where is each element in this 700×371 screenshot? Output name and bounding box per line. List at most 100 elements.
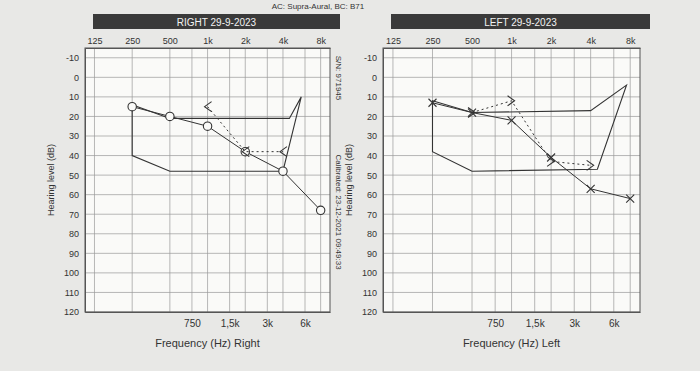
speech-area bbox=[432, 85, 626, 171]
grid-line bbox=[320, 48, 321, 312]
tick-label: 500 bbox=[163, 36, 178, 46]
tick-label: 250 bbox=[125, 36, 140, 46]
tick: 100 bbox=[362, 268, 383, 278]
tick: 50 bbox=[367, 170, 383, 180]
grid-line bbox=[305, 48, 306, 312]
tick: 3k bbox=[263, 312, 275, 329]
marker bbox=[166, 112, 174, 120]
tick-label: 0 bbox=[74, 73, 79, 83]
tick: 750 bbox=[184, 312, 201, 329]
tick-label: 3k bbox=[569, 318, 581, 329]
tick-label: 70 bbox=[367, 210, 377, 220]
grid-line bbox=[613, 48, 614, 312]
tick: 6k bbox=[609, 312, 621, 329]
marker bbox=[205, 102, 212, 112]
tick: 4k bbox=[279, 36, 289, 48]
tick: 2k bbox=[547, 36, 557, 48]
tick-label: 80 bbox=[367, 229, 377, 239]
tick: 30 bbox=[69, 131, 85, 141]
grid-line bbox=[574, 48, 575, 312]
tick-label: 6k bbox=[609, 318, 621, 329]
tick: 0 bbox=[74, 73, 85, 83]
tick-label: 2k bbox=[547, 36, 557, 46]
tick: 6k bbox=[300, 312, 312, 329]
tick-label: 100 bbox=[64, 268, 79, 278]
series-line bbox=[132, 107, 320, 211]
tick: 750 bbox=[487, 312, 504, 329]
tick: 110 bbox=[65, 288, 85, 298]
grid-line bbox=[383, 214, 640, 215]
chart-root: AC: Supra-Aural, BC: B71S/N: 971945Calib… bbox=[0, 0, 700, 371]
tick-label: 4k bbox=[586, 36, 596, 46]
tick: 120 bbox=[362, 307, 383, 317]
grid-line bbox=[383, 116, 640, 117]
grid-line bbox=[495, 48, 496, 312]
grid-line bbox=[85, 214, 330, 215]
plot-background bbox=[85, 48, 330, 312]
tick-label: 1,5k bbox=[526, 318, 546, 329]
marker bbox=[280, 147, 287, 157]
tick: 125 bbox=[386, 36, 401, 48]
grid-line bbox=[432, 48, 433, 312]
tick-label: 6k bbox=[300, 318, 312, 329]
tick-label: 750 bbox=[487, 318, 504, 329]
grid-line bbox=[132, 48, 133, 312]
grid-line bbox=[85, 175, 330, 176]
grid-line bbox=[207, 48, 208, 312]
tick-label: 60 bbox=[69, 190, 79, 200]
tick: 70 bbox=[69, 210, 85, 220]
marker bbox=[468, 109, 476, 117]
tick-label: 90 bbox=[367, 249, 377, 259]
grid-line bbox=[392, 48, 393, 312]
grid-line bbox=[85, 155, 330, 156]
tick: 8k bbox=[626, 36, 636, 48]
tick: 10 bbox=[367, 92, 383, 102]
tick: 80 bbox=[367, 229, 383, 239]
axis-line bbox=[384, 312, 641, 313]
axis-line bbox=[86, 48, 331, 49]
grid-line bbox=[383, 175, 640, 176]
header-note: AC: Supra-Aural, BC: B71 bbox=[272, 2, 365, 11]
background bbox=[0, 0, 700, 371]
chart-title: RIGHT 29-9-2023 bbox=[177, 17, 257, 28]
plot-frame bbox=[85, 48, 330, 312]
grid bbox=[383, 48, 640, 312]
tick: 250 bbox=[425, 36, 440, 48]
grid-line bbox=[383, 194, 640, 195]
speech-area bbox=[132, 97, 301, 171]
tick-label: 120 bbox=[362, 307, 377, 317]
grid-line bbox=[267, 48, 268, 312]
axis-y: -100102030405060708090100110120 bbox=[362, 49, 384, 318]
marker bbox=[626, 195, 634, 203]
axis-line bbox=[383, 49, 384, 313]
chart-panel: LEFT 29-9-20231252505001k2k4k8k7501,5k3k… bbox=[344, 14, 650, 349]
grid-line bbox=[383, 253, 640, 254]
marker bbox=[428, 99, 436, 107]
tick-label: 750 bbox=[184, 318, 201, 329]
grid-line bbox=[191, 48, 192, 312]
tick: 20 bbox=[69, 112, 85, 122]
tick: 500 bbox=[163, 36, 178, 48]
marker bbox=[587, 160, 594, 170]
tick-label: 50 bbox=[367, 170, 377, 180]
side-note: S/N: 971945 bbox=[334, 56, 343, 101]
tick: 40 bbox=[69, 151, 85, 161]
series-line bbox=[472, 101, 591, 166]
tick: 90 bbox=[69, 249, 85, 259]
grid-line bbox=[511, 48, 512, 312]
grid-line bbox=[383, 272, 640, 273]
grid-line bbox=[85, 116, 330, 117]
tick: 250 bbox=[125, 36, 140, 48]
chart-title: LEFT 29-9-2023 bbox=[484, 17, 557, 28]
grid-line bbox=[85, 96, 330, 97]
grid-line bbox=[630, 48, 631, 312]
tick-label: 4k bbox=[279, 36, 289, 46]
chart-panel: RIGHT 29-9-20231252505001k2k4k8k7501,5k3… bbox=[46, 14, 340, 349]
tick: 1k bbox=[507, 36, 517, 48]
tick: 80 bbox=[69, 229, 85, 239]
tick: -10 bbox=[66, 53, 85, 63]
tick: 2k bbox=[241, 36, 251, 48]
tick-label: 110 bbox=[65, 288, 79, 298]
plot-background bbox=[383, 48, 640, 312]
tick: 90 bbox=[367, 249, 383, 259]
